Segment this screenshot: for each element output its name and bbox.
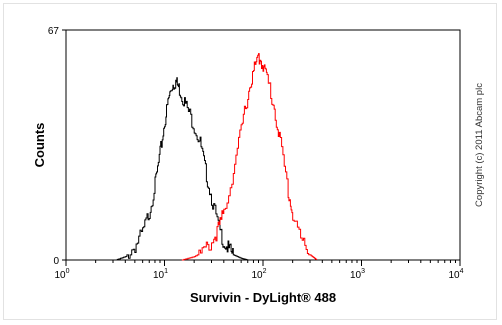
x-tick-label: 103 [350, 268, 365, 281]
x-axis-title: Survivin - DyLight® 488 [190, 290, 336, 305]
chart-frame [3, 3, 497, 320]
x-axis-ticks: 100 101 102 103 104 [54, 260, 464, 281]
y-tick-label: 0 [53, 256, 59, 267]
x-tick-label: 100 [54, 268, 69, 281]
survivin-histogram-line [181, 53, 318, 261]
y-axis-ticks: 0 67 [48, 26, 66, 267]
y-tick-label: 67 [48, 26, 60, 37]
x-tick-label: 104 [448, 268, 463, 281]
control-histogram-line [115, 77, 249, 261]
x-tick-label: 102 [251, 268, 266, 281]
x-tick-label: 101 [153, 268, 168, 281]
series-layer [115, 53, 318, 261]
copyright-annotation: Copyright (c) 2011 Abcam plc [474, 83, 485, 207]
plot-area [65, 29, 461, 261]
y-axis-title: Counts [32, 123, 47, 168]
